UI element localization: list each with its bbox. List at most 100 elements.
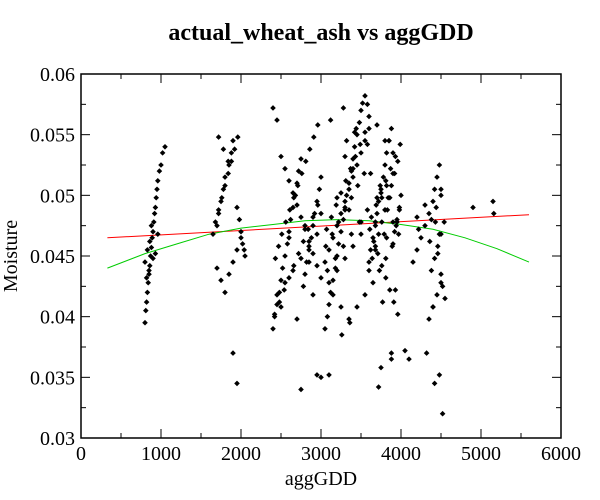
data-point <box>395 231 402 237</box>
data-point <box>310 222 316 229</box>
data-point <box>375 231 382 237</box>
data-point <box>225 158 231 165</box>
data-point <box>295 182 301 189</box>
data-point <box>379 219 385 225</box>
data-point <box>270 105 276 111</box>
data-point <box>310 292 316 298</box>
data-point <box>340 105 347 111</box>
data-point <box>214 265 220 271</box>
data-point <box>306 247 312 253</box>
data-point <box>287 207 293 213</box>
fit-lines <box>107 214 530 269</box>
data-point <box>215 210 222 217</box>
data-point <box>357 141 363 148</box>
data-point <box>434 174 440 180</box>
data-point <box>230 259 236 265</box>
data-point <box>305 226 311 233</box>
y-tick-label: 0.045 <box>30 246 75 268</box>
data-point <box>155 231 161 237</box>
data-point <box>218 198 224 205</box>
data-point <box>367 247 374 253</box>
data-point <box>396 207 403 213</box>
data-point <box>343 177 349 184</box>
data-point <box>374 210 380 217</box>
data-point <box>302 271 308 277</box>
data-point <box>338 210 344 217</box>
data-point <box>323 243 329 250</box>
data-point <box>383 150 390 156</box>
data-point <box>144 247 151 253</box>
data-point <box>490 198 496 205</box>
data-point <box>222 174 228 180</box>
data-point <box>368 214 375 220</box>
data-point <box>272 255 279 262</box>
data-point <box>144 289 151 296</box>
data-point <box>225 170 231 177</box>
x-tick-label: 6000 <box>541 443 581 465</box>
data-point <box>281 287 287 293</box>
data-point <box>282 279 288 286</box>
data-point <box>326 372 332 378</box>
data-point <box>342 198 348 205</box>
data-point <box>231 146 238 153</box>
data-point <box>388 182 395 189</box>
data-point <box>391 228 398 235</box>
data-point <box>361 170 367 177</box>
data-point <box>338 190 344 196</box>
x-tick-label: 1000 <box>141 443 181 465</box>
data-point <box>318 174 324 180</box>
data-points <box>142 93 497 417</box>
data-point <box>315 122 321 128</box>
data-point <box>382 162 388 168</box>
data-point <box>334 194 340 201</box>
data-point <box>366 259 372 265</box>
data-point <box>314 372 320 378</box>
data-point <box>222 289 228 296</box>
data-point <box>274 117 280 123</box>
data-point <box>391 299 397 305</box>
data-point <box>332 255 339 262</box>
data-point <box>356 119 363 126</box>
data-point <box>326 301 332 308</box>
data-point <box>236 216 243 223</box>
data-point <box>294 180 300 186</box>
data-point <box>439 410 446 417</box>
data-point <box>287 216 294 223</box>
data-point <box>295 250 302 257</box>
data-point <box>438 192 444 199</box>
data-point <box>152 204 159 211</box>
data-point <box>314 231 320 237</box>
y-tick-label: 0.04 <box>40 307 75 329</box>
data-point <box>346 180 352 186</box>
data-point <box>235 134 241 140</box>
data-point <box>441 219 447 225</box>
data-point <box>338 228 344 235</box>
data-point <box>142 259 148 265</box>
data-point <box>432 219 439 225</box>
data-point <box>215 134 222 140</box>
data-point <box>414 247 420 253</box>
x-tick-label: 2000 <box>221 443 261 465</box>
data-point <box>350 156 356 162</box>
data-point <box>300 238 307 245</box>
data-point <box>374 122 380 128</box>
data-point <box>278 153 284 160</box>
data-point <box>324 267 331 274</box>
data-point <box>276 289 283 296</box>
data-point <box>381 231 387 237</box>
linear-fit-line <box>107 214 530 239</box>
data-point <box>350 243 356 250</box>
data-point <box>435 243 441 250</box>
data-point <box>387 165 394 172</box>
data-point <box>354 162 360 168</box>
data-point <box>338 304 344 310</box>
data-point <box>286 235 292 241</box>
data-point <box>291 194 297 201</box>
data-point <box>350 165 356 172</box>
data-point <box>350 174 356 180</box>
y-axis-ticks: 0.03 0.035 0.04 0.045 0.05 0.055 0.06 <box>30 64 561 450</box>
data-point <box>436 231 443 237</box>
data-point <box>220 146 227 153</box>
data-point <box>410 259 416 265</box>
data-point <box>353 125 359 132</box>
